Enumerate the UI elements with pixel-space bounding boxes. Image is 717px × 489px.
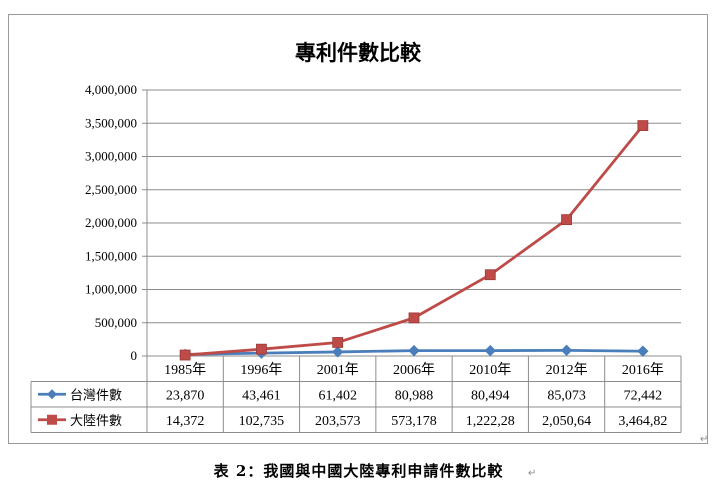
data-label: 80,494 <box>471 388 510 403</box>
y-tick-label: 1,500,000 <box>85 248 137 263</box>
data-point <box>637 120 649 131</box>
y-tick-label: 3,500,000 <box>85 115 137 130</box>
data-label: 3,464,82 <box>618 414 667 429</box>
caption-paragraph-mark: ↵ <box>528 468 537 479</box>
paragraph-mark: ↵ <box>700 434 709 445</box>
x-tick-label: 2010年 <box>469 362 511 378</box>
y-tick-label: 1,000,000 <box>85 282 137 297</box>
data-label: 72,442 <box>624 388 663 403</box>
data-label: 1,222,28 <box>466 414 515 429</box>
data-point <box>637 345 649 357</box>
data-point <box>484 269 496 281</box>
x-tick-label: 2006年 <box>393 362 435 378</box>
data-label: 573,178 <box>391 414 437 429</box>
legend-key-marker <box>47 414 57 425</box>
x-tick-label: 2001年 <box>317 362 359 378</box>
y-tick-label: 2,500,000 <box>85 182 137 197</box>
data-point <box>484 344 496 357</box>
data-label: 80,988 <box>395 388 434 403</box>
figure-caption: 表 2：我國與中國大陸專利申請件數比較 <box>213 462 504 480</box>
data-point <box>560 344 573 357</box>
x-tick-label: 1996年 <box>240 362 282 378</box>
data-point <box>561 214 572 226</box>
y-tick-label: 4,000,000 <box>85 82 137 97</box>
legend-label: 台灣件數 <box>70 388 122 403</box>
data-label: 43,461 <box>242 388 281 403</box>
data-label: 203,573 <box>315 414 361 429</box>
data-point <box>256 343 267 355</box>
data-label: 23,870 <box>166 388 205 403</box>
data-point <box>332 337 344 348</box>
x-tick-label: 2016年 <box>622 362 664 378</box>
data-label: 2,050,64 <box>542 414 591 429</box>
data-point <box>332 346 344 358</box>
y-tick-label: 3,000,000 <box>85 149 137 164</box>
y-tick-label: 0 <box>131 348 138 363</box>
legend-key-marker <box>47 389 57 400</box>
data-label: 85,073 <box>547 388 586 403</box>
legend-label: 大陸件數 <box>70 413 122 429</box>
y-tick-label: 2,000,000 <box>85 215 137 230</box>
y-tick-label: 500,000 <box>95 315 137 330</box>
x-tick-label: 2012年 <box>546 362 588 378</box>
data-point <box>179 349 191 361</box>
chart-frame <box>8 14 708 444</box>
data-label: 61,402 <box>318 388 357 403</box>
x-tick-label: 1985年 <box>164 362 206 378</box>
data-point <box>408 312 420 324</box>
data-label: 102,735 <box>239 414 285 429</box>
data-label: 14,372 <box>166 414 205 429</box>
data-point <box>408 344 420 357</box>
chart-title: 專利件數比較 <box>295 41 422 65</box>
